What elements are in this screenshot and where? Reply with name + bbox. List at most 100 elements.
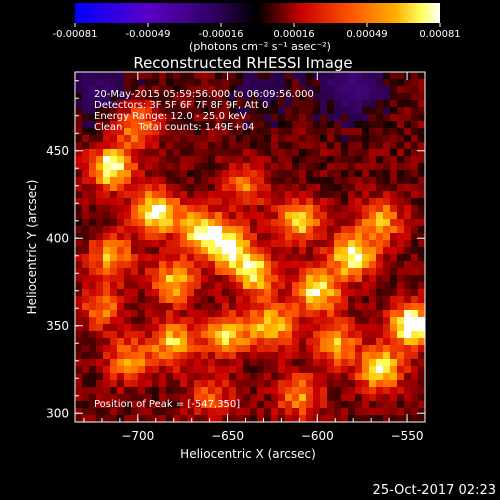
heatmap-cell [292,289,300,297]
heatmap-cell [278,177,286,185]
heatmap-cell [229,303,237,311]
heatmap-cell [355,156,363,164]
heatmap-cell [159,198,167,206]
heatmap-cell [341,205,349,213]
heatmap-cell [152,268,160,276]
heatmap-cell [131,310,139,318]
heatmap-cell [173,149,181,157]
heatmap-cell [208,303,216,311]
heatmap-cell [383,191,391,199]
heatmap-cell [159,331,167,339]
heatmap-cell [306,240,314,248]
heatmap-cell [264,394,272,402]
heatmap-cell [397,100,405,108]
heatmap-cell [341,352,349,360]
heatmap-cell [390,415,398,422]
heatmap-cell [376,380,384,388]
heatmap-cell [159,128,167,136]
heatmap-cell [201,310,209,318]
heatmap-cell [320,184,328,192]
heatmap-cell [320,149,328,157]
heatmap-cell [89,163,97,171]
heatmap-cell [208,149,216,157]
heatmap-cell [271,205,279,213]
heatmap-cell [75,317,83,325]
heatmap-cell [369,156,377,164]
heatmap-cell [299,163,307,171]
heatmap-cell [173,226,181,234]
heatmap-cell [264,121,272,129]
heatmap-cell [355,373,363,381]
heatmap-cell [96,415,104,422]
heatmap-cell [362,282,370,290]
heatmap-cell [152,317,160,325]
heatmap-cell [383,387,391,395]
heatmap-cell [320,205,328,213]
heatmap-cell [194,135,202,143]
heatmap-cell [89,408,97,416]
heatmap-cell [320,247,328,255]
heatmap-cell [152,170,160,178]
heatmap-cell [418,373,425,381]
heatmap-cell [82,240,90,248]
heatmap-cell [138,296,146,304]
heatmap-cell [390,100,398,108]
heatmap-cell [152,289,160,297]
heatmap-cell [82,310,90,318]
heatmap-cell [299,324,307,332]
heatmap-cell [103,121,111,129]
heatmap-cell [271,289,279,297]
heatmap-cell [404,86,412,94]
heatmap-cell [327,401,335,409]
heatmap-cell [250,282,258,290]
heatmap-cell [404,310,412,318]
heatmap-cell [327,79,335,87]
heatmap-cell [250,205,258,213]
heatmap-cell [236,401,244,409]
heatmap-cell [243,191,251,199]
heatmap-cell [327,128,335,136]
heatmap-cell [292,310,300,318]
heatmap-cell [110,254,118,262]
heatmap-cell [187,415,195,422]
heatmap-cell [383,177,391,185]
heatmap-cell [306,296,314,304]
heatmap-cell [159,303,167,311]
heatmap-cell [201,345,209,353]
heatmap-cell [180,408,188,416]
heatmap-cell [341,380,349,388]
heatmap-cell [103,275,111,283]
heatmap-cell [138,394,146,402]
heatmap-cell [110,247,118,255]
heatmap-cell [117,331,125,339]
heatmap-cell [152,401,160,409]
heatmap-cell [187,317,195,325]
heatmap-cell [313,317,321,325]
x-tick-label: −650 [211,429,244,443]
heatmap-cell [173,261,181,269]
heatmap-cell [89,366,97,374]
heatmap-cell [131,345,139,353]
heatmap-cell [390,170,398,178]
heatmap-cell [96,247,104,255]
heatmap-cell [201,114,209,122]
heatmap-cell [278,268,286,276]
heatmap-cell [236,324,244,332]
heatmap-cell [117,86,125,94]
heatmap-cell [278,303,286,311]
heatmap-cell [180,296,188,304]
heatmap-cell [208,282,216,290]
heatmap-cell [271,93,279,101]
heatmap-cell [159,275,167,283]
heatmap-cell [96,184,104,192]
heatmap-cell [334,198,342,206]
heatmap-cell [376,86,384,94]
heatmap-cell [376,289,384,297]
heatmap-cell [131,240,139,248]
heatmap-cell [397,86,405,94]
heatmap-cell [362,86,370,94]
heatmap-cell [75,128,83,136]
heatmap-cell [418,352,425,360]
heatmap-cell [236,100,244,108]
